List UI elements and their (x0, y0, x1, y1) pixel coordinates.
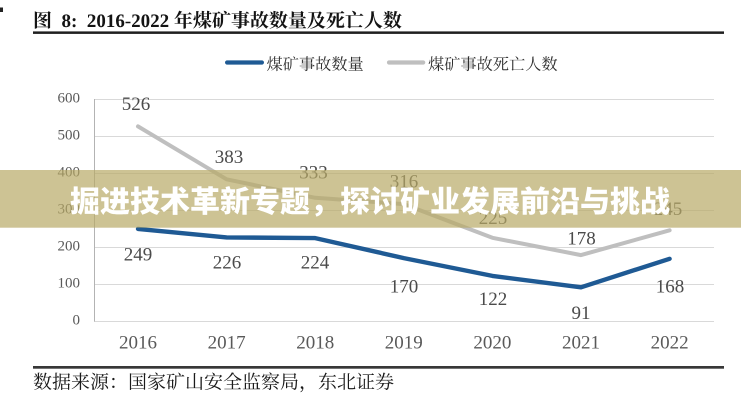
svg-text:526: 526 (122, 94, 151, 115)
svg-text:2017: 2017 (208, 333, 246, 354)
svg-text:2022: 2022 (651, 333, 689, 354)
svg-text:249: 249 (124, 245, 153, 266)
svg-text:178: 178 (567, 229, 596, 250)
svg-text:600: 600 (58, 91, 81, 107)
svg-text:2021: 2021 (562, 333, 600, 354)
svg-text:2019: 2019 (385, 333, 423, 354)
svg-text:500: 500 (58, 128, 81, 144)
svg-text:226: 226 (213, 253, 242, 274)
svg-text:100: 100 (58, 276, 81, 292)
svg-text:168: 168 (656, 277, 685, 298)
svg-text:170: 170 (390, 277, 419, 298)
svg-text:2020: 2020 (473, 333, 511, 354)
svg-text:224: 224 (301, 253, 330, 274)
svg-text:122: 122 (479, 289, 508, 310)
svg-text:383: 383 (215, 147, 244, 168)
svg-text:200: 200 (58, 239, 81, 255)
svg-text:2016: 2016 (119, 333, 157, 354)
svg-text:0: 0 (73, 313, 81, 329)
svg-text:91: 91 (572, 303, 591, 324)
svg-text:2018: 2018 (296, 333, 334, 354)
